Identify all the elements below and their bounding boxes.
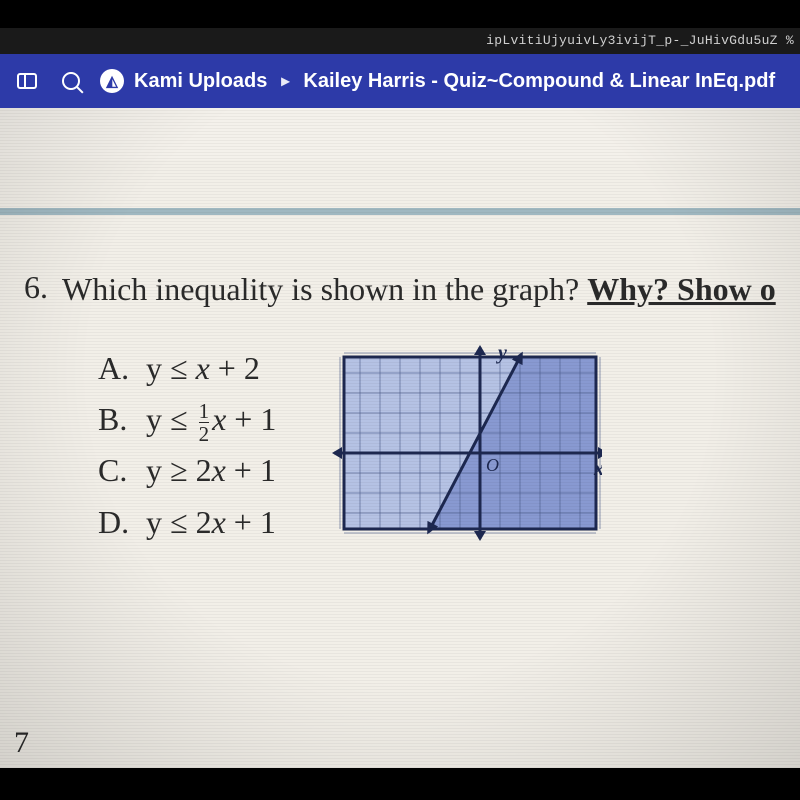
option-d-expr: y ≤ 2x + 1 bbox=[146, 497, 276, 548]
option-d-label: D. bbox=[98, 497, 134, 548]
breadcrumb-file[interactable]: Kailey Harris - Quiz~Compound & Linear I… bbox=[303, 70, 775, 93]
option-b-label: B. bbox=[98, 394, 134, 445]
option-d[interactable]: D. y ≤ 2x + 1 bbox=[98, 497, 276, 548]
question-body: A. y ≤ x + 2 B. y ≤ 12x + 1 C. y ≥ 2x + … bbox=[98, 343, 800, 548]
svg-text:y: y bbox=[496, 343, 507, 364]
chevron-right-icon: ▸ bbox=[281, 71, 289, 91]
question-prompt: Which inequality is shown in the graph? bbox=[62, 271, 587, 307]
svg-text:x: x bbox=[593, 458, 602, 480]
fraction-one-half: 12 bbox=[199, 401, 210, 445]
next-question-fragment: 7 bbox=[14, 726, 29, 760]
option-c-expr: y ≥ 2x + 1 bbox=[146, 445, 276, 496]
question-prompt-underline: Why? Show o bbox=[587, 271, 776, 307]
url-fragment-strip: ipLvitiUjyuivLy3ivijT_p-_JuHivGdu5uZ % bbox=[0, 28, 800, 54]
option-a-label: A. bbox=[98, 343, 134, 394]
browser-toolbar: ◭ Kami Uploads ▸ Kailey Harris - Quiz~Co… bbox=[0, 54, 800, 108]
svg-text:O: O bbox=[486, 455, 499, 475]
page-margin-top bbox=[0, 108, 800, 160]
page-content: 6. Which inequality is shown in the grap… bbox=[0, 215, 800, 548]
graph-svg: y x O bbox=[330, 343, 602, 543]
kami-logo-icon: ◭ bbox=[100, 69, 124, 93]
breadcrumb-folder[interactable]: Kami Uploads bbox=[134, 70, 267, 93]
page-divider bbox=[0, 208, 800, 215]
document-viewport: 6. Which inequality is shown in the grap… bbox=[0, 108, 800, 768]
option-b[interactable]: B. y ≤ 12x + 1 bbox=[98, 394, 276, 445]
device-top-bezel bbox=[0, 0, 800, 28]
option-a-expr: y ≤ x + 2 bbox=[146, 343, 260, 394]
panel-icon bbox=[17, 73, 37, 89]
question-row: 6. Which inequality is shown in the grap… bbox=[14, 269, 800, 309]
option-c-label: C. bbox=[98, 445, 134, 496]
option-c[interactable]: C. y ≥ 2x + 1 bbox=[98, 445, 276, 496]
option-a[interactable]: A. y ≤ x + 2 bbox=[98, 343, 276, 394]
search-icon bbox=[62, 72, 80, 90]
question-text: Which inequality is shown in the graph? … bbox=[62, 269, 776, 309]
inequality-graph: y x O bbox=[330, 343, 602, 543]
question-number: 6. bbox=[14, 269, 48, 306]
answer-options: A. y ≤ x + 2 B. y ≤ 12x + 1 C. y ≥ 2x + … bbox=[98, 343, 276, 548]
option-b-expr: y ≤ 12x + 1 bbox=[146, 394, 276, 445]
sidebar-toggle-button[interactable] bbox=[10, 64, 44, 98]
breadcrumb: Kami Uploads ▸ Kailey Harris - Quiz~Comp… bbox=[134, 70, 775, 93]
search-button[interactable] bbox=[54, 64, 88, 98]
device-bottom-bezel bbox=[0, 768, 800, 800]
